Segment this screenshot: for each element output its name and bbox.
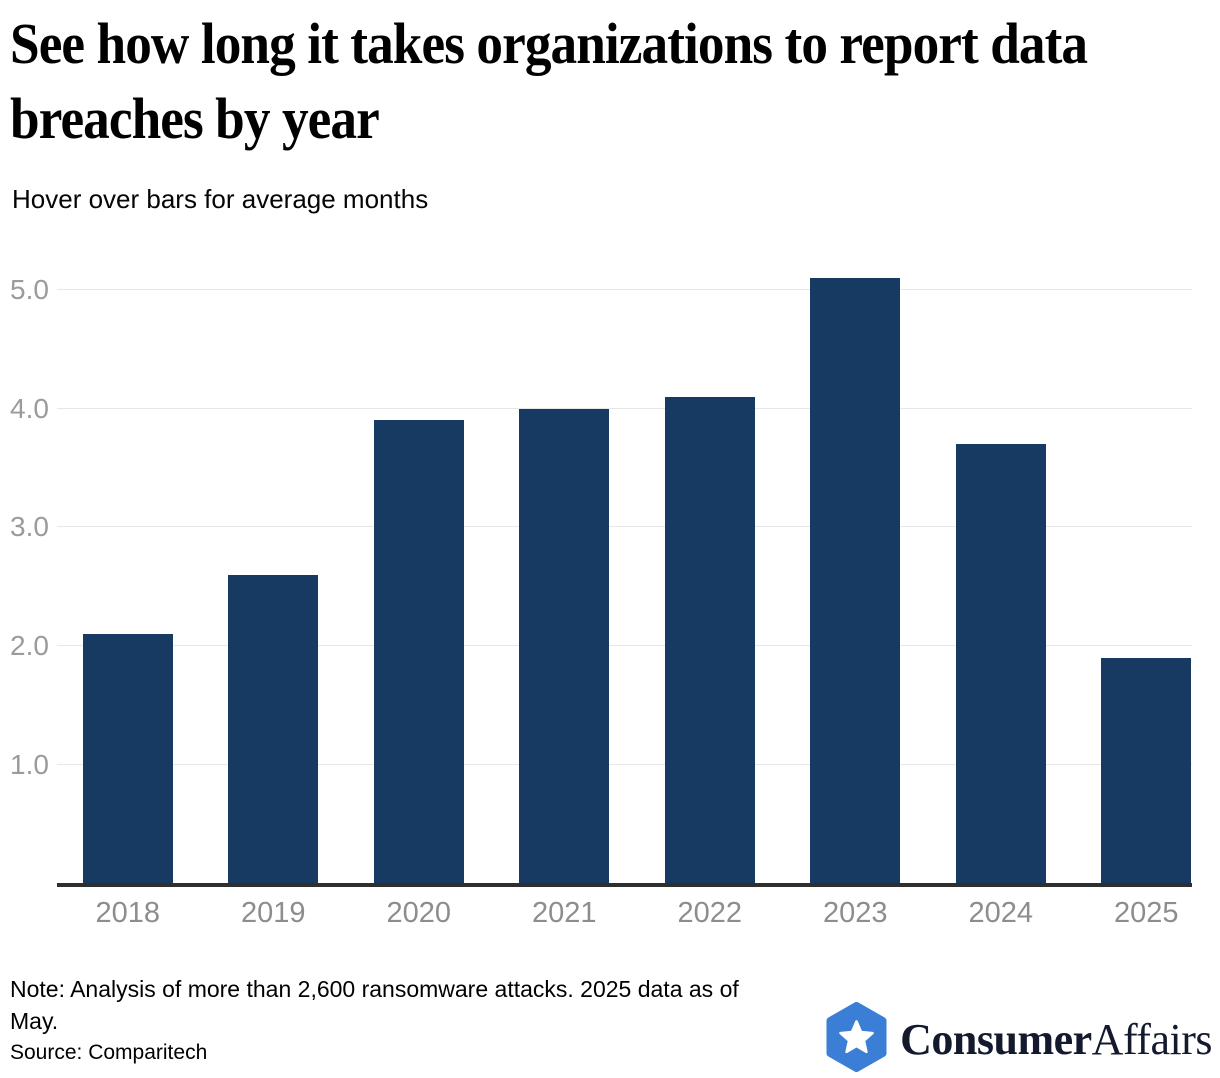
- plot-area: 1.0 2.0 3.0 4.0 5.0: [0, 260, 1220, 887]
- x-tick-label: 2023: [822, 897, 888, 929]
- bar-slot: [346, 260, 492, 884]
- logo-text-affairs: Affairs: [1091, 1015, 1213, 1064]
- logo-text-consumer: Consumer: [900, 1015, 1092, 1064]
- y-tick-label: 4.0: [10, 392, 49, 424]
- chart-source: Source: Comparitech: [10, 1041, 208, 1064]
- x-tick-label: 2019: [240, 897, 306, 929]
- x-tick-label: 2024: [968, 897, 1033, 929]
- bar-chart: 1.0 2.0 3.0 4.0 5.0 2018 2019 2020 2021 2022 2023…: [0, 260, 1220, 929]
- x-tick-label: 2020: [386, 897, 451, 929]
- x-tick-label: 2025: [1113, 897, 1179, 929]
- x-tick-label: 2018: [95, 897, 160, 929]
- bar-2021[interactable]: [519, 408, 610, 884]
- x-tick-label: 2021: [531, 897, 597, 929]
- gridline: [57, 407, 1192, 409]
- gridline: [57, 288, 1192, 290]
- bar-slot: [637, 260, 783, 884]
- bars: [55, 260, 1219, 884]
- bar-2020[interactable]: [373, 420, 464, 884]
- chart-subtitle: Hover over bars for average months: [12, 184, 429, 214]
- gridline: [57, 526, 1192, 528]
- y-tick-label: 5.0: [10, 273, 49, 305]
- bar-2019[interactable]: [228, 574, 319, 884]
- y-tick-label: 3.0: [10, 511, 49, 543]
- bar-slot: [928, 260, 1074, 884]
- y-tick-label: 2.0: [10, 630, 49, 662]
- y-tick-label: 1.0: [10, 749, 49, 781]
- gridline: [57, 645, 1192, 647]
- bar-slot: [492, 260, 638, 884]
- chart-title: See how long it takes organizations to r…: [10, 11, 1088, 152]
- bar-2022[interactable]: [664, 396, 755, 884]
- star-hexagon-icon: [825, 1002, 888, 1077]
- logo-wordmark: ConsumerAffairs: [900, 1014, 1212, 1065]
- x-tick-label: 2022: [677, 897, 742, 929]
- bar-slot: [783, 260, 929, 884]
- x-axis-line: [57, 883, 1192, 887]
- bar-slot: [201, 260, 347, 884]
- bar-2024[interactable]: [955, 444, 1046, 884]
- x-axis-labels: 2018 2019 2020 2021 2022 2023 2024 2025: [55, 897, 1219, 930]
- bar-2018[interactable]: [82, 634, 173, 884]
- gridline: [57, 764, 1192, 766]
- bar-2025[interactable]: [1101, 658, 1192, 884]
- bar-2023[interactable]: [810, 277, 901, 884]
- chart-note: Note: Analysis of more than 2,600 ransom…: [10, 976, 739, 1035]
- consumeraffairs-logo: ConsumerAffairs: [825, 1002, 1213, 1077]
- bar-slot: [1074, 260, 1220, 884]
- bar-slot: [55, 260, 201, 884]
